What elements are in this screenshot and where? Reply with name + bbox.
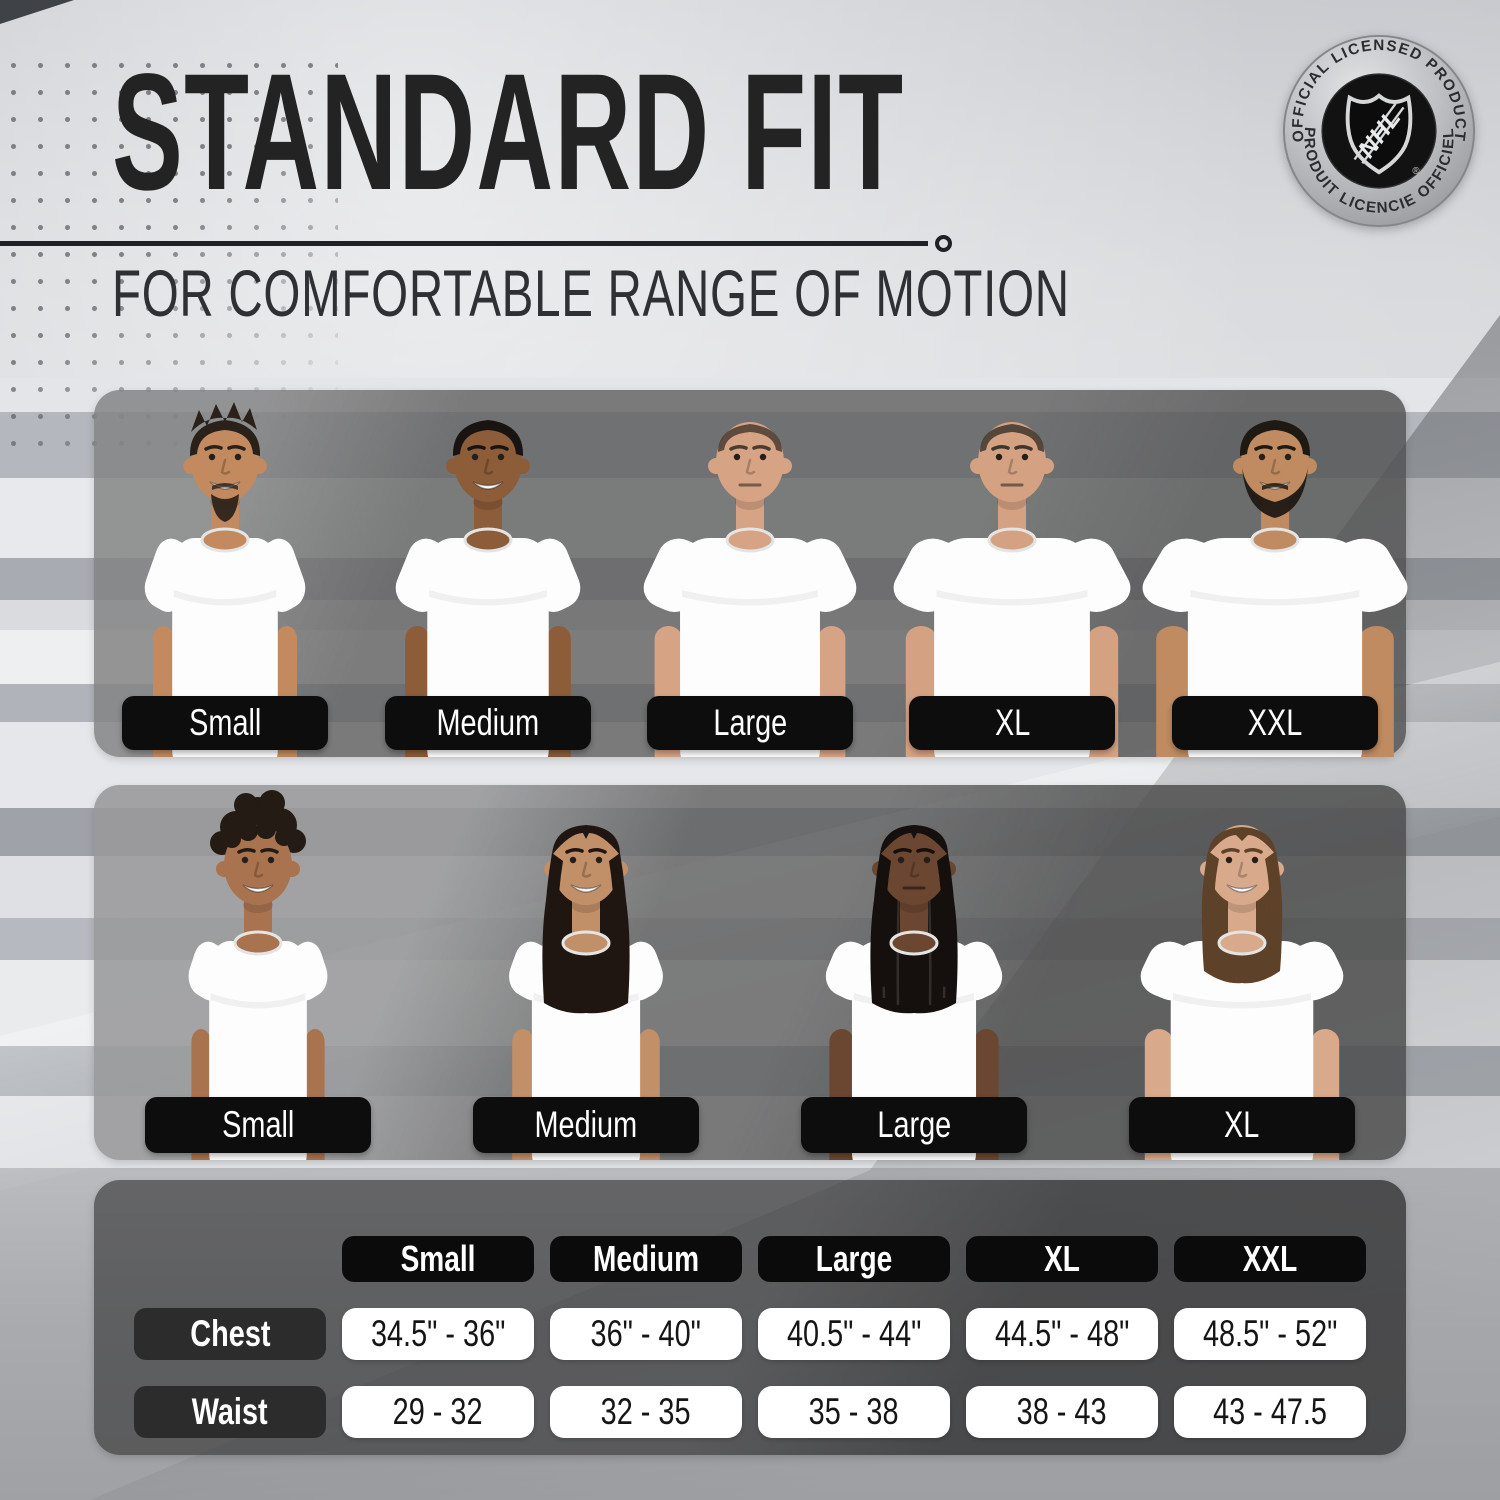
table-header-medium: Medium — [550, 1236, 742, 1282]
table-header-small: Small — [342, 1236, 534, 1282]
table-header-label: XL — [1044, 1238, 1080, 1279]
nhl-official-licensed-badge: OFFICIAL LICENSED PRODUCT PRODUIT LICENC… — [1282, 34, 1476, 228]
model-women-xl: XL — [1078, 785, 1406, 1160]
model-women-small: Small — [94, 785, 422, 1160]
size-label-pill: XL — [909, 696, 1116, 750]
table-cell-chest-small: 34.5" - 36" — [342, 1308, 534, 1360]
table-cell-waist-large: 35 - 38 — [758, 1386, 950, 1438]
table-cell-chest-xl: 44.5" - 48" — [966, 1308, 1158, 1360]
size-label: XL — [1224, 1104, 1260, 1145]
men-models-row: Small Medium — [94, 390, 1408, 757]
model-men-small: Small — [94, 390, 356, 757]
table-cell-value: 38 - 43 — [1017, 1391, 1107, 1432]
size-table-panel: Small Medium Large XL XXL Chest 34.5" - 36" 36"… — [94, 1180, 1406, 1455]
table-row-label-chest: Chest — [134, 1308, 326, 1360]
size-label-pill: Medium — [384, 696, 591, 750]
size-label-pill: XL — [1129, 1097, 1355, 1153]
size-label-pill: Small — [145, 1097, 371, 1153]
model-men-medium: Medium — [357, 390, 619, 757]
registered-mark: ® — [1412, 166, 1420, 177]
underline-end-dot — [935, 235, 952, 252]
size-label-pill: Large — [646, 696, 853, 750]
row-label-text: Waist — [192, 1391, 268, 1432]
size-label: Small — [221, 1104, 295, 1145]
table-cell-value: 29 - 32 — [393, 1391, 483, 1432]
table-header-large: Large — [758, 1236, 950, 1282]
table-cell-waist-small: 29 - 32 — [342, 1386, 534, 1438]
table-cell-value: 34.5" - 36" — [370, 1313, 506, 1354]
size-label: XXL — [1247, 702, 1302, 743]
women-models-row: Small Medium — [94, 785, 1406, 1160]
table-cell-chest-large: 40.5" - 44" — [758, 1308, 950, 1360]
model-men-large: Large — [619, 390, 881, 757]
table-cell-waist-xxl: 43 - 47.5 — [1174, 1386, 1366, 1438]
size-label-pill: Medium — [473, 1097, 699, 1153]
model-women-large: Large — [750, 785, 1078, 1160]
table-header-xxl: XXL — [1174, 1236, 1366, 1282]
table-header-label: Small — [400, 1238, 476, 1279]
size-label: Large — [877, 1104, 951, 1145]
size-label: XL — [994, 702, 1030, 743]
table-cell-value: 44.5" - 48" — [994, 1313, 1130, 1354]
nhl-shield-icon: NHL ® — [1345, 93, 1420, 177]
women-sizes-panel: Small Medium — [94, 785, 1406, 1160]
title-underline — [0, 235, 952, 252]
size-table: Small Medium Large XL XXL Chest 34.5" - 36" 36"… — [94, 1180, 1406, 1438]
page-subtitle: FOR COMFORTABLE RANGE OF MOTION — [112, 256, 1070, 330]
table-cell-value: 48.5" - 52" — [1202, 1313, 1338, 1354]
table-cell-waist-medium: 32 - 35 — [550, 1386, 742, 1438]
model-men-xl: XL — [881, 390, 1143, 757]
table-header-label: Large — [815, 1238, 893, 1279]
table-row-label-waist: Waist — [134, 1386, 326, 1438]
table-cell-value: 43 - 47.5 — [1213, 1391, 1327, 1432]
model-women-medium: Medium — [422, 785, 750, 1160]
table-header-label: Medium — [592, 1238, 700, 1279]
table-cell-waist-xl: 38 - 43 — [966, 1386, 1158, 1438]
size-label: Large — [713, 702, 787, 743]
men-sizes-panel: Small Medium — [94, 390, 1408, 757]
table-corner-spacer — [134, 1236, 326, 1282]
table-cell-value: 40.5" - 44" — [786, 1313, 922, 1354]
corner-accent — [0, 0, 74, 24]
size-label-pill: Small — [122, 696, 329, 750]
table-cell-chest-xxl: 48.5" - 52" — [1174, 1308, 1366, 1360]
page-title: STANDARD FIT — [112, 40, 905, 225]
table-cell-value: 35 - 38 — [809, 1391, 899, 1432]
table-cell-value: 36" - 40" — [590, 1313, 702, 1354]
model-men-xxl: XXL — [1142, 390, 1408, 757]
size-label: Small — [189, 702, 262, 743]
table-header-xl: XL — [966, 1236, 1158, 1282]
size-label-pill: Large — [801, 1097, 1027, 1153]
size-label: Medium — [436, 702, 539, 743]
table-header-label: XXL — [1242, 1238, 1298, 1279]
size-label: Medium — [534, 1104, 638, 1145]
row-label-text: Chest — [189, 1313, 271, 1354]
table-cell-value: 32 - 35 — [601, 1391, 691, 1432]
size-label-pill: XXL — [1171, 696, 1378, 750]
table-cell-chest-medium: 36" - 40" — [550, 1308, 742, 1360]
